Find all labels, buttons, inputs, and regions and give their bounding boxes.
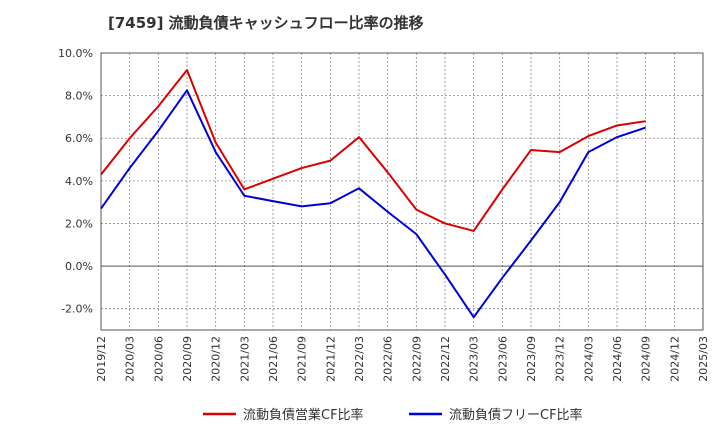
x-tick-label: 2023/12 bbox=[554, 336, 567, 382]
y-tick-label: 8.0% bbox=[65, 90, 93, 103]
legend-label-2: 流動負債フリーCF比率 bbox=[449, 407, 583, 423]
plot-border bbox=[100, 52, 704, 331]
x-tick-label: 2022/12 bbox=[439, 336, 452, 382]
x-tick-label: 2025/03 bbox=[697, 336, 710, 382]
series-line-1 bbox=[100, 69, 646, 232]
series-layer bbox=[100, 69, 646, 319]
y-tick-label: 0.0% bbox=[65, 260, 93, 273]
x-tick-label: 2020/06 bbox=[152, 336, 165, 382]
x-tick-label: 2020/12 bbox=[210, 336, 223, 382]
y-tick-label: 4.0% bbox=[65, 175, 93, 188]
x-tick-label: 2019/12 bbox=[95, 336, 108, 382]
x-tick-label: 2021/12 bbox=[324, 336, 337, 382]
x-tick-label: 2023/03 bbox=[468, 336, 481, 382]
y-tick-label: -2.0% bbox=[61, 303, 93, 316]
y-tick-label: 2.0% bbox=[65, 217, 93, 230]
x-tick-label: 2020/03 bbox=[124, 336, 137, 382]
x-tick-label: 2020/09 bbox=[181, 336, 194, 382]
x-tick-label: 2023/06 bbox=[496, 336, 509, 382]
x-tick-label: 2022/03 bbox=[353, 336, 366, 382]
x-tick-label: 2024/12 bbox=[668, 336, 681, 382]
y-tick-label: 6.0% bbox=[65, 132, 93, 145]
x-tick-label: 2021/09 bbox=[296, 336, 309, 382]
x-tick-label: 2024/06 bbox=[611, 336, 624, 382]
y-tick-label: 10.0% bbox=[58, 47, 93, 60]
x-tick-label: 2021/03 bbox=[238, 336, 251, 382]
legend-label-1: 流動負債営業CF比率 bbox=[243, 407, 364, 423]
chart-title: [7459] 流動負債キャッシュフロー比率の推移 bbox=[108, 14, 424, 32]
axis-layer: 10.0% 8.0% 6.0% 4.0% 2.0% 0.0% -2.0% 2019/12 202… bbox=[58, 47, 710, 382]
x-tick-label: 2022/06 bbox=[382, 336, 395, 382]
x-tick-label: 2024/09 bbox=[640, 336, 653, 382]
x-tick-label: 2024/03 bbox=[582, 336, 595, 382]
x-tick-label: 2021/06 bbox=[267, 336, 280, 382]
legend-layer: 流動負債営業CF比率 流動負債フリーCF比率 bbox=[203, 407, 583, 423]
x-tick-label: 2022/09 bbox=[410, 336, 423, 382]
x-tick-label: 2023/09 bbox=[525, 336, 538, 382]
series-line-2 bbox=[100, 89, 646, 319]
